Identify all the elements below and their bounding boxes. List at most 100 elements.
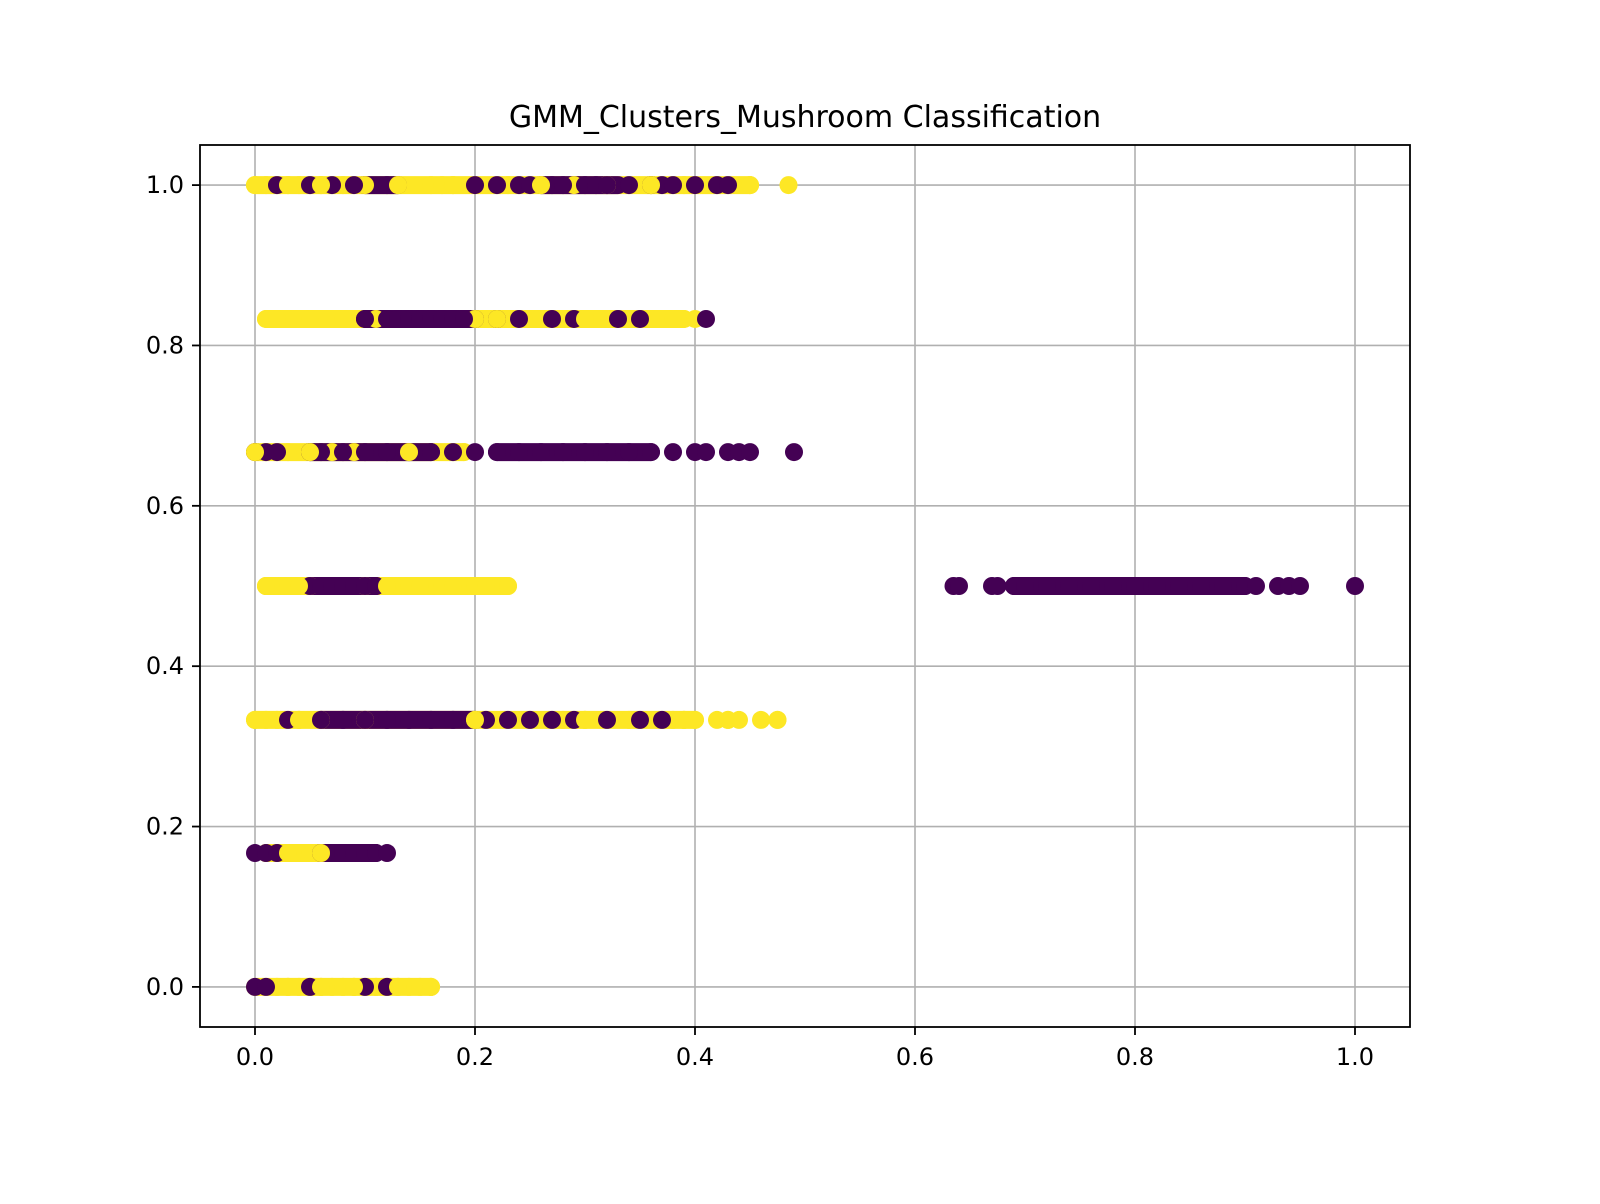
data-point-cluster-1: [411, 577, 429, 595]
data-point-cluster-0: [499, 710, 517, 729]
data-point-cluster-0: [543, 710, 561, 729]
data-point-cluster-1: [466, 710, 484, 729]
data-point-cluster-1: [422, 977, 440, 996]
y-tick-label: 0.8: [146, 331, 184, 359]
x-tick-label: 0.6: [896, 1043, 934, 1071]
point-band-cluster-0: [312, 710, 484, 729]
data-point-cluster-0: [488, 176, 506, 195]
y-tick-label: 0.4: [146, 652, 184, 680]
data-point-cluster-0: [741, 443, 759, 462]
data-point-cluster-0: [510, 443, 528, 462]
data-point-cluster-1: [576, 710, 594, 729]
data-point-cluster-0: [719, 176, 737, 195]
y-tick-label: 0.2: [146, 813, 184, 841]
data-point-cluster-0: [378, 844, 396, 863]
point-band-cluster-0: [488, 443, 660, 462]
data-point-cluster-1: [257, 577, 275, 595]
chart-title: GMM_Clusters_Mushroom Classification: [509, 100, 1101, 135]
data-point-cluster-1: [312, 844, 330, 863]
data-point-cluster-1: [741, 176, 759, 195]
data-point-cluster-0: [334, 443, 352, 462]
data-point-cluster-0: [268, 443, 286, 462]
data-point-cluster-0: [422, 443, 440, 462]
data-point-cluster-0: [356, 443, 374, 462]
data-point-cluster-0: [1060, 577, 1078, 595]
data-point-cluster-1: [301, 309, 319, 328]
data-point-cluster-0: [988, 577, 1007, 595]
data-point-cluster-1: [345, 977, 363, 996]
data-point-cluster-0: [543, 309, 561, 328]
data-point-cluster-1: [532, 176, 550, 195]
data-point-cluster-0: [1170, 577, 1188, 595]
data-point-cluster-0: [334, 710, 352, 729]
data-points: [246, 176, 1364, 996]
data-point-cluster-1: [675, 710, 693, 729]
data-point-cluster-0: [697, 443, 715, 462]
data-point-cluster-0: [1104, 577, 1122, 595]
data-point-cluster-0: [631, 710, 649, 729]
data-point-cluster-0: [664, 176, 682, 195]
x-tick-label: 0.8: [1116, 1043, 1154, 1071]
data-point-cluster-0: [1082, 577, 1100, 595]
data-point-cluster-1: [642, 176, 660, 195]
data-point-cluster-1: [290, 577, 308, 595]
data-point-cluster-0: [1291, 577, 1309, 595]
data-point-cluster-1: [444, 176, 462, 195]
data-point-cluster-0: [554, 176, 572, 195]
x-tick-label: 0.0: [236, 1043, 274, 1071]
data-point-cluster-0: [1247, 577, 1265, 595]
data-point-cluster-1: [444, 577, 462, 595]
data-point-cluster-1: [246, 710, 264, 729]
data-point-cluster-0: [378, 710, 396, 729]
axes-frame: [199, 144, 1411, 1028]
data-point-cluster-0: [1016, 577, 1034, 595]
data-point-cluster-1: [499, 577, 517, 595]
data-point-cluster-0: [444, 710, 462, 729]
data-point-cluster-0: [466, 176, 484, 195]
data-point-cluster-1: [312, 176, 330, 195]
data-point-cluster-1: [477, 577, 495, 595]
data-point-cluster-0: [1346, 577, 1364, 595]
data-point-cluster-1: [752, 710, 770, 729]
data-point-cluster-1: [334, 309, 352, 328]
data-point-cluster-0: [455, 309, 473, 328]
y-tick-label: 0.6: [146, 492, 184, 520]
data-point-cluster-0: [400, 710, 418, 729]
data-point-cluster-0: [356, 309, 374, 328]
data-point-cluster-1: [268, 309, 286, 328]
data-point-cluster-1: [290, 710, 308, 729]
data-point-cluster-0: [620, 443, 638, 462]
data-point-cluster-0: [609, 309, 627, 328]
data-point-cluster-0: [1148, 577, 1166, 595]
data-point-cluster-0: [345, 176, 363, 195]
data-point-cluster-0: [620, 176, 638, 195]
data-point-cluster-0: [653, 710, 671, 729]
data-point-cluster-0: [642, 443, 660, 462]
data-point-cluster-1: [284, 309, 303, 328]
data-point-cluster-0: [697, 309, 715, 328]
data-point-cluster-0: [488, 443, 506, 462]
data-point-cluster-1: [312, 977, 330, 996]
data-point-cluster-1: [378, 577, 396, 595]
data-point-cluster-1: [779, 176, 798, 195]
data-point-cluster-0: [378, 443, 396, 462]
y-tick-label: 0.0: [146, 973, 184, 1001]
data-point-cluster-0: [785, 443, 803, 462]
data-point-cluster-0: [466, 443, 484, 462]
data-point-cluster-1: [488, 309, 506, 328]
data-point-cluster-0: [521, 710, 539, 729]
y-tick-label: 1.0: [146, 171, 184, 199]
data-point-cluster-0: [257, 977, 275, 996]
data-point-cluster-1: [301, 443, 319, 462]
x-tick-label: 1.0: [1336, 1043, 1374, 1071]
data-point-cluster-1: [389, 977, 407, 996]
data-point-cluster-1: [576, 309, 594, 328]
data-point-cluster-1: [279, 977, 297, 996]
data-point-cluster-0: [598, 176, 616, 195]
data-point-cluster-0: [686, 176, 704, 195]
data-point-cluster-1: [246, 176, 264, 195]
data-point-cluster-0: [1192, 577, 1210, 595]
